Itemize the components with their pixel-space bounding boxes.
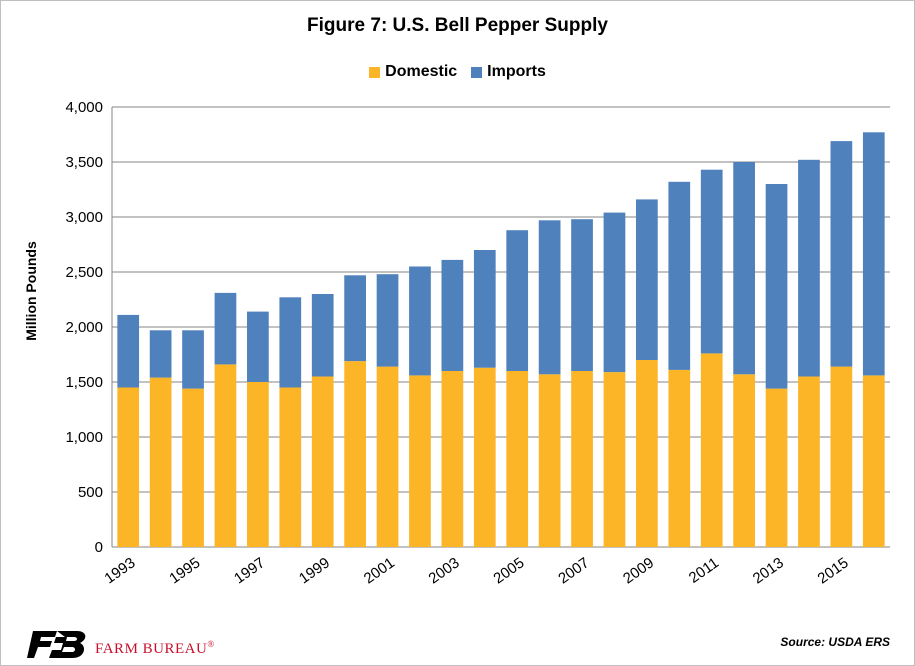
bar-domestic-2007	[571, 371, 593, 547]
y-tick-label: 3,000	[65, 209, 103, 226]
bar-imports-2016	[862, 132, 885, 376]
farm-bureau-fb-logo-icon	[27, 631, 86, 658]
x-tick-label: 1995	[166, 554, 203, 587]
legend-swatch-imports	[471, 66, 483, 78]
bar-imports-1997	[247, 311, 269, 382]
bar-domestic-1996	[214, 364, 237, 547]
legend-swatch-domestic	[369, 66, 381, 78]
bar-imports-1996	[214, 292, 237, 365]
y-tick-label: 500	[78, 484, 103, 501]
y-tick-label: 1,000	[65, 429, 103, 446]
farm-bureau-logo: FARM BUREAU®	[27, 629, 215, 659]
x-tick-label: 2005	[490, 554, 527, 587]
chart-title: Figure 7: U.S. Bell Pepper Supply	[307, 15, 608, 36]
legend-item-domestic: Domestic	[369, 63, 457, 81]
source-note: Source: USDA ERS	[780, 635, 890, 649]
legend-label-imports: Imports	[487, 63, 546, 80]
bar-domestic-2013	[765, 388, 788, 547]
bar-imports-2003	[441, 259, 464, 371]
y-tick-label: 2,500	[65, 264, 103, 281]
bar-imports-2009	[636, 199, 658, 360]
bar-imports-2002	[409, 266, 431, 376]
bar-domestic-2011	[700, 353, 723, 547]
x-tick-label: 2013	[750, 554, 787, 587]
y-tick-label: 0	[95, 539, 103, 556]
legend-label-domestic: Domestic	[385, 63, 458, 80]
bar-domestic-2000	[344, 361, 366, 547]
bar-imports-2007	[571, 219, 593, 371]
chart-legend: Domestic Imports	[1, 63, 914, 81]
bar-domestic-2008	[603, 372, 626, 547]
bar-domestic-2006	[538, 374, 561, 547]
bar-domestic-1998	[279, 387, 302, 547]
y-tick-label: 4,000	[65, 99, 103, 116]
chart-plot: 0 500 1,000 1,500 2,000 2,500 3,000 3,500 4,000 1…	[65, 99, 890, 587]
farm-bureau-logo-text: FARM BUREAU®	[95, 639, 215, 657]
x-tick-label: 2001	[361, 554, 398, 587]
bar-imports-2001	[376, 274, 399, 367]
bar-imports-2006	[538, 220, 561, 375]
bar-imports-2012	[733, 162, 755, 375]
bar-domestic-2012	[733, 374, 755, 547]
bar-domestic-2001	[376, 366, 399, 547]
bar-domestic-1993	[117, 387, 140, 547]
bar-imports-2014	[798, 159, 820, 377]
bar-domestic-2016	[862, 375, 885, 547]
bar-domestic-1994	[149, 377, 172, 547]
bar-imports-2015	[830, 141, 853, 367]
bar-imports-1994	[149, 330, 172, 378]
x-tick-label: 2003	[426, 554, 463, 587]
bar-domestic-2004	[473, 367, 496, 547]
bar-imports-1998	[279, 297, 302, 388]
y-tick-label: 2,000	[65, 319, 103, 336]
bar-imports-2011	[700, 169, 723, 354]
x-tick-label: 1999	[296, 554, 333, 587]
x-tick-label: 2009	[620, 554, 657, 587]
bar-domestic-2015	[830, 366, 853, 547]
bar-domestic-1997	[247, 382, 269, 547]
bar-domestic-2009	[636, 360, 658, 547]
x-tick-label: 1997	[231, 554, 268, 587]
bar-imports-2013	[765, 184, 788, 389]
bar-domestic-2005	[506, 371, 529, 547]
bar-domestic-2014	[798, 376, 820, 547]
bar-imports-2008	[603, 212, 626, 373]
x-tick-label: 2015	[815, 554, 852, 587]
x-tick-label: 1993	[101, 554, 138, 587]
legend-item-imports: Imports	[471, 63, 546, 81]
bar-imports-2000	[344, 275, 366, 362]
bar-domestic-2010	[668, 369, 691, 547]
bar-imports-2004	[473, 250, 496, 368]
y-tick-label: 3,500	[65, 154, 103, 171]
x-tick-label: 2007	[555, 554, 592, 587]
bar-imports-1993	[117, 314, 140, 388]
bar-domestic-2003	[441, 371, 464, 547]
bar-domestic-1995	[182, 388, 204, 547]
y-tick-label: 1,500	[65, 374, 103, 391]
bar-imports-2005	[506, 230, 529, 371]
bar-domestic-1999	[311, 376, 334, 547]
bar-imports-1999	[311, 294, 334, 377]
bar-imports-2010	[668, 181, 691, 370]
bar-domestic-2002	[409, 375, 431, 547]
x-tick-label: 2011	[686, 554, 722, 586]
bar-imports-1995	[182, 330, 204, 389]
